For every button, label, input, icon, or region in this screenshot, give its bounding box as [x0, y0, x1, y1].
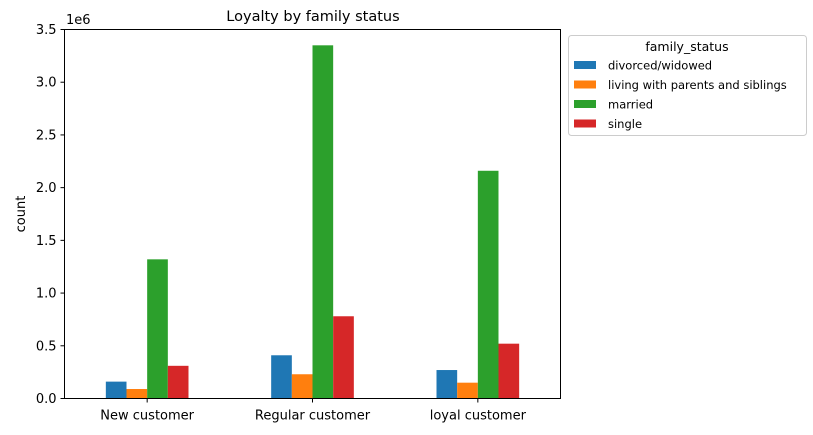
legend-label: divorced/widowed	[608, 59, 712, 73]
chart-title: Loyalty by family status	[226, 9, 399, 25]
legend: family_status divorced/widowed living wit…	[568, 35, 807, 136]
legend-swatch	[574, 119, 596, 128]
bar-2-0	[147, 259, 168, 399]
bar-3-2	[498, 343, 520, 399]
legend-title: family_status	[645, 39, 728, 54]
bar-0-0	[105, 381, 127, 399]
x-tick-label: Regular customer	[255, 409, 371, 424]
bar-3-1	[333, 316, 354, 399]
y-tick-label: 2.5	[36, 128, 57, 143]
legend-label: living with parents and siblings	[608, 78, 787, 92]
bar-1-0	[126, 389, 148, 399]
bar-3-0	[167, 365, 189, 399]
y-tick-label: 0.0	[36, 392, 57, 407]
bar-2-2	[477, 170, 499, 399]
y-tick-label: 0.5	[36, 339, 57, 354]
x-tick-label: loyal customer	[430, 409, 527, 424]
y-tick-label: 3.0	[36, 76, 57, 91]
y-tick-label: 1.5	[36, 234, 57, 249]
y-axis-label: count	[14, 196, 29, 233]
legend-label: married	[608, 98, 653, 112]
legend-box	[568, 35, 807, 136]
x-axis-ticks: New customer Regular customer loyal custom…	[100, 398, 527, 424]
legend-swatch	[574, 100, 596, 108]
legend-items: divorced/widowed living with parents and …	[574, 59, 787, 131]
legend-swatch	[574, 61, 596, 69]
y-axis-ticks: 0.0 0.5 1.0 1.5 2.0 2.5 3.0 3.5	[36, 23, 65, 407]
bars-layer	[105, 45, 520, 399]
bar-0-1	[271, 355, 292, 399]
bar-2-1	[312, 45, 334, 399]
plot-frame	[64, 29, 561, 399]
legend-label: single	[608, 117, 642, 131]
y-tick-label: 1.0	[36, 287, 57, 302]
bar-0-2	[436, 370, 458, 399]
y-offset-label: 1e6	[66, 13, 91, 28]
y-tick-label: 2.0	[36, 181, 57, 196]
y-tick-label: 3.5	[36, 23, 57, 38]
legend-swatch	[574, 80, 596, 89]
x-tick-label: New customer	[100, 409, 194, 424]
bar-1-2	[457, 382, 478, 399]
bar-1-1	[291, 374, 313, 399]
